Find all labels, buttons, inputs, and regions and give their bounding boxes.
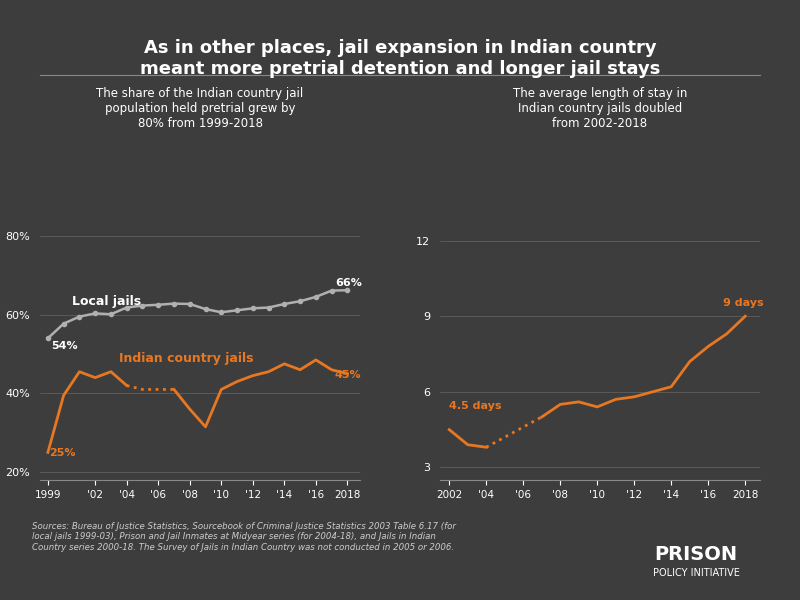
Text: Local jails: Local jails — [71, 295, 141, 308]
Text: 66%: 66% — [334, 278, 362, 288]
Text: 9 days: 9 days — [723, 298, 764, 308]
Text: POLICY INITIATIVE: POLICY INITIATIVE — [653, 568, 739, 578]
Text: Sources: Bureau of Justice Statistics, Sourcebook of Criminal Justice Statistics: Sources: Bureau of Justice Statistics, S… — [32, 522, 456, 552]
Text: Indian country jails: Indian country jails — [119, 352, 254, 365]
Text: The share of the Indian country jail
population held pretrial grew by
80% from 1: The share of the Indian country jail pop… — [96, 87, 304, 130]
Text: As in other places, jail expansion in Indian country
meant more pretrial detenti: As in other places, jail expansion in In… — [140, 39, 660, 78]
Text: The average length of stay in
Indian country jails doubled
from 2002-2018: The average length of stay in Indian cou… — [513, 87, 687, 130]
Text: 25%: 25% — [50, 448, 76, 458]
Text: 45%: 45% — [334, 370, 362, 380]
Text: 4.5 days: 4.5 days — [450, 401, 502, 412]
Text: 54%: 54% — [51, 341, 78, 351]
Text: PRISON: PRISON — [654, 545, 738, 565]
